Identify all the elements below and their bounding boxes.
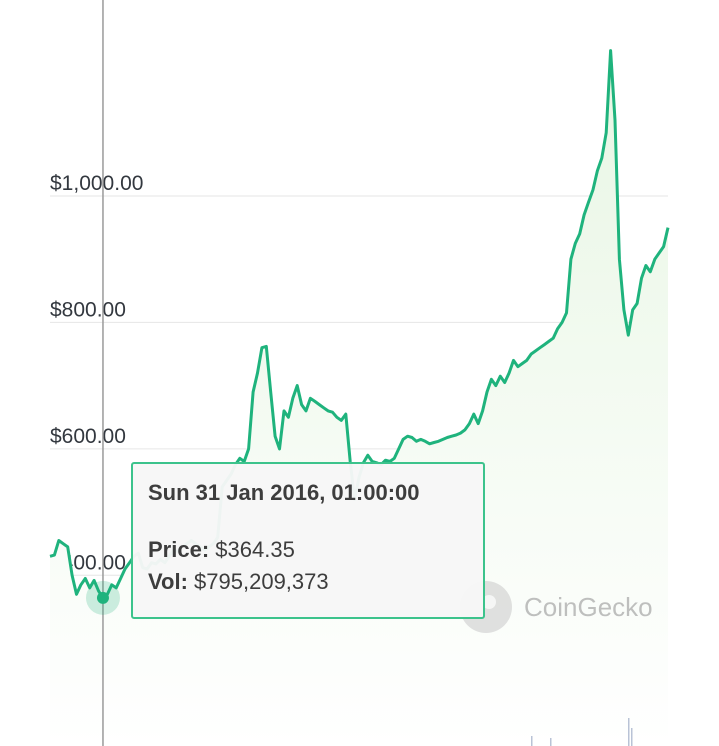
coingecko-watermark: CoinGecko [460,580,653,634]
volume-bars [531,718,633,746]
tooltip-vol-row: Vol: $795,209,373 [148,566,483,598]
volume-bar [628,718,630,746]
tooltip-price-label: Price: [148,537,210,562]
volume-bar [550,738,552,746]
watermark-text: CoinGecko [524,591,653,622]
y-tick-label: $600.00 [50,425,126,448]
y-tick-label: $800.00 [50,298,126,321]
tooltip-vol-value: $795,209,373 [194,569,329,594]
volume-bar [531,736,533,746]
price-tooltip: Sun 31 Jan 2016, 01:00:00 Price: $364.35… [131,462,485,619]
volume-bar [631,728,633,746]
tooltip-price-row: Price: $364.35 [148,534,483,566]
y-tick-label: $1,000.00 [50,172,143,195]
tooltip-vol-label: Vol: [148,569,188,594]
price-area [50,50,668,746]
tooltip-date: Sun 31 Jan 2016, 01:00:00 [148,480,420,505]
tooltip-price-value: $364.35 [215,537,295,562]
hover-point[interactable] [96,591,109,604]
